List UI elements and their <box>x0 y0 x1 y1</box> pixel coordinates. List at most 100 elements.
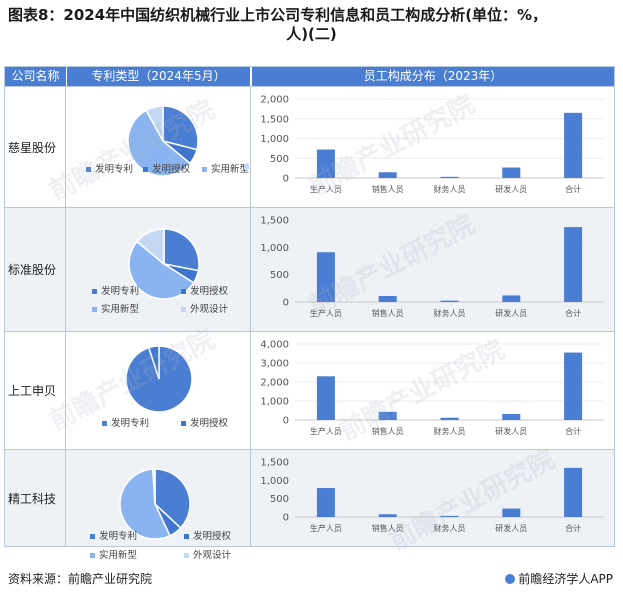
company-name: 慈星股份 <box>5 87 66 207</box>
legend-item <box>244 161 253 172</box>
company-row: 标准股份 发明专利 发明授权 实用新型 外观设计 0 500 1,000 1,500 生产人员 销售… <box>5 207 614 331</box>
legend-label: 发明专利 <box>111 418 150 429</box>
y-tick-label: 0 <box>283 416 289 427</box>
x-tick-label: 销售人员 <box>372 184 404 194</box>
brand-logo-icon <box>505 574 516 584</box>
pie-chart <box>128 228 200 300</box>
x-tick-label: 研发人员 <box>495 184 527 194</box>
bar <box>378 411 397 420</box>
company-row: 精工科技 发明专利 发明授权 实用新型 外观设计 0 500 1,000 1,500 生产人员 销售… <box>5 449 614 561</box>
bar <box>440 515 459 517</box>
legend-marker-icon <box>90 553 95 558</box>
bar <box>564 467 583 517</box>
legend-marker-icon <box>244 164 249 169</box>
company-row: 慈星股份 发明专利 发明授权 实用新型 0 500 1,000 1,500 2,000 生产人员 销… <box>5 86 614 207</box>
bar <box>440 176 459 178</box>
legend-marker-icon <box>90 534 95 539</box>
header-company: 公司名称 <box>5 67 66 86</box>
bar <box>316 376 335 420</box>
legend-item: 实用新型 <box>90 547 137 561</box>
brand-footer: 前瞻经济学人APP <box>505 570 613 587</box>
pie-slice <box>152 468 156 505</box>
y-tick-label: 4,000 <box>260 340 289 351</box>
bar <box>378 514 397 517</box>
x-tick-label: 财务人员 <box>434 426 466 436</box>
x-tick-label: 销售人员 <box>372 308 404 318</box>
company-name: 精工科技 <box>5 450 66 546</box>
legend-item: 发明专利 <box>102 415 149 429</box>
y-tick-label: 0 <box>283 298 289 309</box>
x-tick-label: 生产人员 <box>310 308 342 318</box>
x-tick-label: 合计 <box>565 426 581 436</box>
staff-bar-cell: 0 500 1,000 1,500 2,000 生产人员 销售人员 财务人员 研发人员 合计 <box>251 87 614 207</box>
pie-chart <box>119 468 191 540</box>
legend-marker-icon <box>86 167 91 172</box>
company-row: 上工申贝 发明专利 发明授权 0 1,000 2,000 3,000 4,000 生产人员 销售人… <box>5 331 614 449</box>
legend-label: 发明专利 <box>95 164 134 175</box>
pie-slice <box>162 105 199 151</box>
bar <box>564 352 583 420</box>
legend-item: 发明授权 <box>143 161 190 175</box>
staff-bar-cell: 0 500 1,000 1,500 生产人员 销售人员 财务人员 研发人员 合计 <box>251 450 614 546</box>
legend-label: 外观设计 <box>193 550 232 561</box>
y-tick-label: 1,000 <box>260 476 289 487</box>
x-tick-label: 生产人员 <box>310 523 342 533</box>
title-line-2: 人)(二) <box>286 25 337 43</box>
y-tick-label: 2,000 <box>260 378 289 389</box>
source-note: 资料来源：前瞻产业研究院 <box>8 572 153 586</box>
x-tick-label: 合计 <box>565 184 581 194</box>
legend-item: 发明授权 <box>181 283 228 297</box>
legend-item: 发明授权 <box>181 415 228 429</box>
y-tick-label: 1,000 <box>260 134 289 145</box>
pie-slice <box>145 105 164 142</box>
patent-pie-cell: 发明专利 发明授权 <box>66 332 251 449</box>
company-name: 标准股份 <box>5 208 66 331</box>
bar-chart: 0 500 1,000 1,500 生产人员 销售人员 财务人员 研发人员 合计 <box>260 216 604 318</box>
staff-bar-cell: 0 1,000 2,000 3,000 4,000 生产人员 销售人员 财务人员 研发人员 合计 <box>251 332 614 449</box>
legend-item: 实用新型 <box>202 161 249 175</box>
y-tick-label: 2,000 <box>260 95 289 106</box>
legend-marker-icon <box>184 534 189 539</box>
legend-item: 发明专利 <box>86 161 133 175</box>
bar <box>502 413 521 420</box>
x-tick-label: 财务人员 <box>434 184 466 194</box>
legend-marker-icon <box>181 289 186 294</box>
x-tick-label: 生产人员 <box>310 426 342 436</box>
bar <box>316 149 335 178</box>
legend-marker-icon <box>202 167 207 172</box>
legend-item: 实用新型 <box>92 301 139 315</box>
data-table: 公司名称 专利类型（2024年5月） 员工构成分布（2023年） 慈星股份 发明专… <box>4 66 615 561</box>
legend-item: 发明专利 <box>92 283 139 297</box>
y-tick-label: 1,000 <box>260 397 289 408</box>
legend-label: 外观设计 <box>190 304 229 315</box>
x-tick-label: 合计 <box>565 523 581 533</box>
legend-label: 发明专利 <box>99 531 138 542</box>
y-tick-label: 500 <box>270 494 289 505</box>
bar <box>378 295 397 302</box>
bar <box>502 508 521 517</box>
y-tick-label: 3,000 <box>260 359 289 370</box>
x-tick-label: 研发人员 <box>495 426 527 436</box>
y-tick-label: 500 <box>270 270 289 281</box>
bar <box>564 227 583 302</box>
header-staff: 员工构成分布（2023年） <box>252 67 614 86</box>
bar <box>564 112 583 178</box>
title-line-1: 图表8：2024年中国纺织机械行业上市公司专利信息和员工构成分析(单位：%， <box>8 6 548 24</box>
legend-label: 实用新型 <box>99 550 138 561</box>
legend-marker-icon <box>181 421 186 426</box>
bar <box>502 295 521 302</box>
legend-label: 实用新型 <box>211 164 250 175</box>
x-tick-label: 研发人员 <box>495 308 527 318</box>
bar <box>378 172 397 178</box>
bar <box>440 417 459 420</box>
legend-label: 发明授权 <box>190 286 229 297</box>
x-tick-label: 合计 <box>565 308 581 318</box>
bar <box>502 167 521 178</box>
x-tick-label: 财务人员 <box>434 523 466 533</box>
y-tick-label: 0 <box>283 513 289 524</box>
legend-marker-icon <box>143 167 148 172</box>
patent-pie-cell: 发明专利 发明授权实用新型 外观设计 <box>66 208 251 331</box>
legend-label: 发明授权 <box>190 418 229 429</box>
patent-pie-cell: 发明专利 发明授权 实用新型 外观设计 <box>66 450 251 561</box>
x-tick-label: 销售人员 <box>372 523 404 533</box>
